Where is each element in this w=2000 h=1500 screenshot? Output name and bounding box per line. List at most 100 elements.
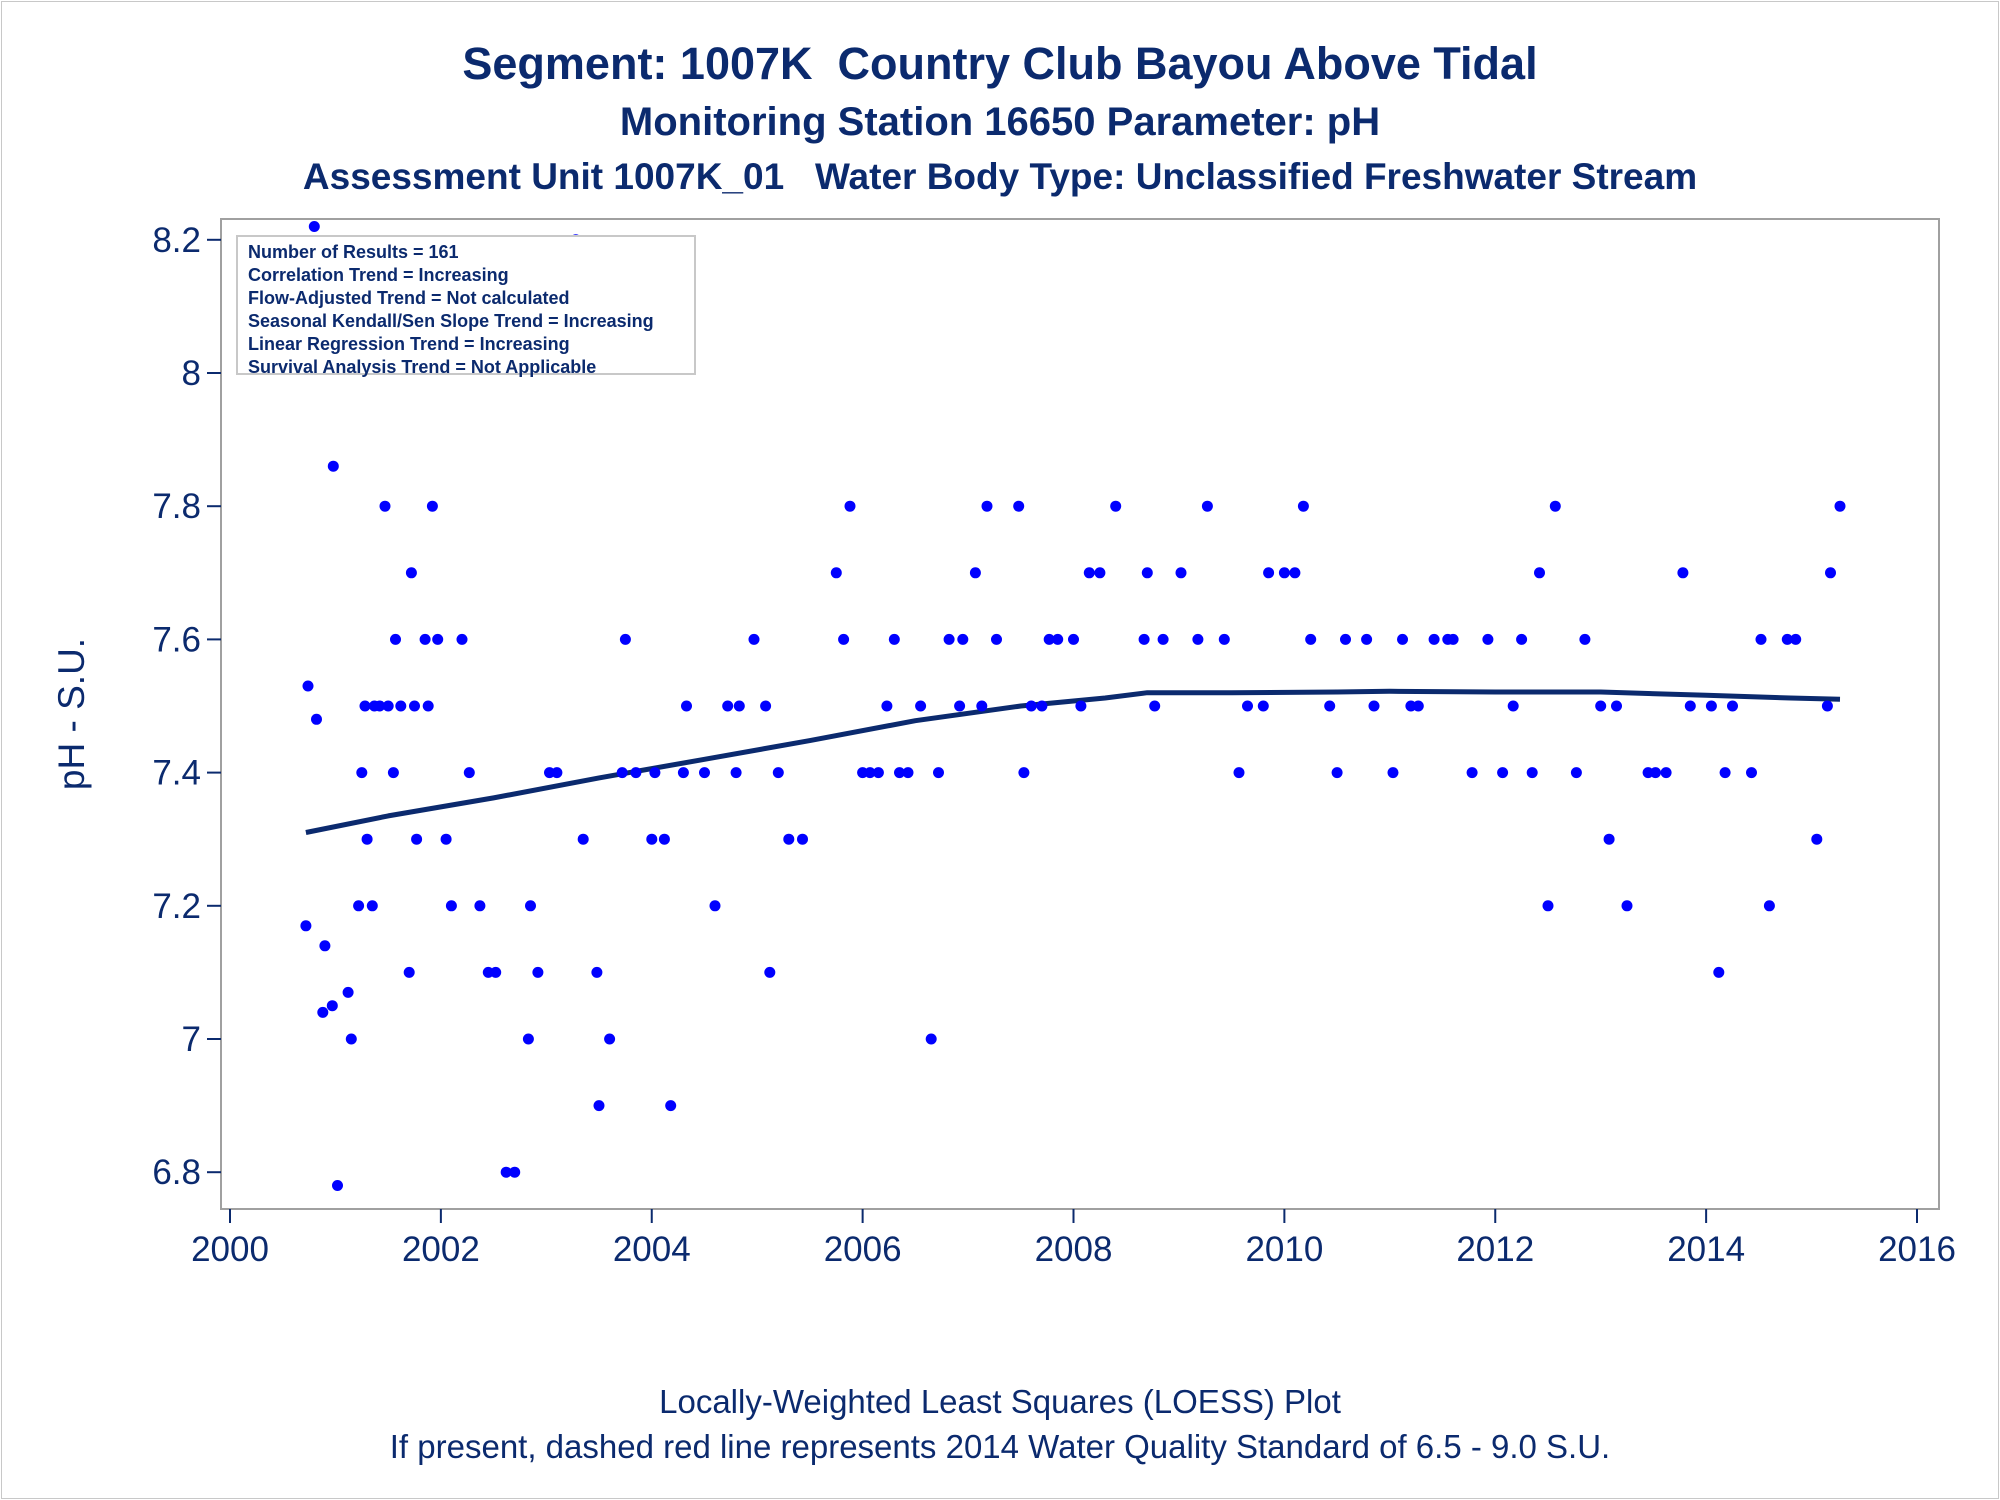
y-tick-label: 7.6 [152,620,201,659]
data-point [1068,633,1079,645]
data-point [760,700,772,712]
data-point [665,1100,677,1112]
data-point [658,833,670,845]
data-point [317,1006,329,1018]
data-point [1526,767,1538,779]
data-point [1141,567,1153,579]
data-point [353,900,365,912]
data-point [1447,633,1459,645]
data-point [1278,567,1290,579]
data-point [830,567,842,579]
data-point [1684,700,1696,712]
data-point [403,966,415,978]
data-point [1466,767,1478,779]
x-tick-label: 2002 [402,1230,480,1269]
data-point [619,633,631,645]
data-point [957,633,969,645]
data-point [925,1033,937,1045]
data-point [1149,700,1161,712]
data-point [1289,567,1301,579]
y-tick-label: 8 [182,354,201,393]
x-tick-label: 2006 [824,1230,902,1269]
x-tick-label: 2000 [191,1230,269,1269]
data-point [409,700,420,712]
data-point [1719,767,1731,779]
data-point [748,633,760,645]
x-tick-label: 2012 [1456,1230,1534,1269]
data-point [577,833,589,845]
data-point [1175,567,1187,579]
data-point [933,767,944,779]
y-tick-label: 8.2 [152,221,201,260]
plot-area-border [220,218,1940,1210]
data-point [302,680,314,692]
data-point [1660,767,1672,779]
data-point [319,940,331,952]
x-tick-label: 2008 [1035,1230,1113,1269]
data-point [864,767,876,779]
data-point [591,966,603,978]
data-point [1297,500,1309,512]
y-tick-label: 6.8 [152,1153,201,1192]
data-point [1052,633,1064,645]
data-point [326,1000,338,1012]
x-tick-label: 2010 [1245,1230,1323,1269]
data-point [525,900,536,912]
data-point [1507,700,1519,712]
data-point [1516,633,1528,645]
data-point [616,767,628,779]
data-point [1138,633,1150,645]
data-point [1570,767,1582,779]
data-point [649,767,661,779]
data-point [440,833,452,845]
data-point [902,767,914,779]
data-point [1397,633,1408,645]
data-point [1083,567,1095,579]
y-tick-label: 7.8 [152,487,201,526]
data-point [943,633,955,645]
chart-subtitle: Monitoring Station 16650 Parameter: pH [619,100,1381,144]
data-point [1705,700,1717,712]
data-point [730,767,742,779]
y-tick-label: 7.4 [152,754,201,793]
data-point [838,633,850,645]
data-point [1324,700,1336,712]
data-point [308,221,320,232]
legend-line: Flow-Adjusted Trend = Not calculated [248,288,570,308]
data-point [1013,500,1025,512]
data-point [1331,767,1343,779]
data-point [733,700,745,712]
data-point [844,500,856,512]
data-point [1579,633,1591,645]
data-point [1821,700,1833,712]
data-point [500,1166,512,1178]
loess-line [305,688,1841,835]
data-point [1192,633,1204,645]
data-point [1549,500,1561,512]
data-point [1677,567,1689,579]
data-point [1340,633,1351,645]
data-point [1542,900,1554,912]
data-point [1781,633,1793,645]
data-point [1428,633,1440,645]
legend-line: Survival Analysis Trend = Not Applicable [248,357,597,377]
data-point [1305,633,1317,645]
legend-box: Number of Results = 161 Correlation Tren… [236,235,696,377]
data-point [681,700,692,712]
data-point [1595,700,1607,712]
data-point [374,700,386,712]
data-point [881,700,893,712]
data-point [456,633,468,645]
data-point [991,633,1002,645]
data-point [764,966,776,978]
data-point [1825,567,1836,579]
footnote-loess: Locally-Weighted Least Squares (LOESS) P… [659,1383,1341,1420]
data-point [445,900,457,912]
data-point [361,833,373,845]
data-point [1025,700,1037,712]
data-point [915,700,927,712]
x-tick-label: 2016 [1878,1230,1956,1269]
data-point [677,767,689,779]
